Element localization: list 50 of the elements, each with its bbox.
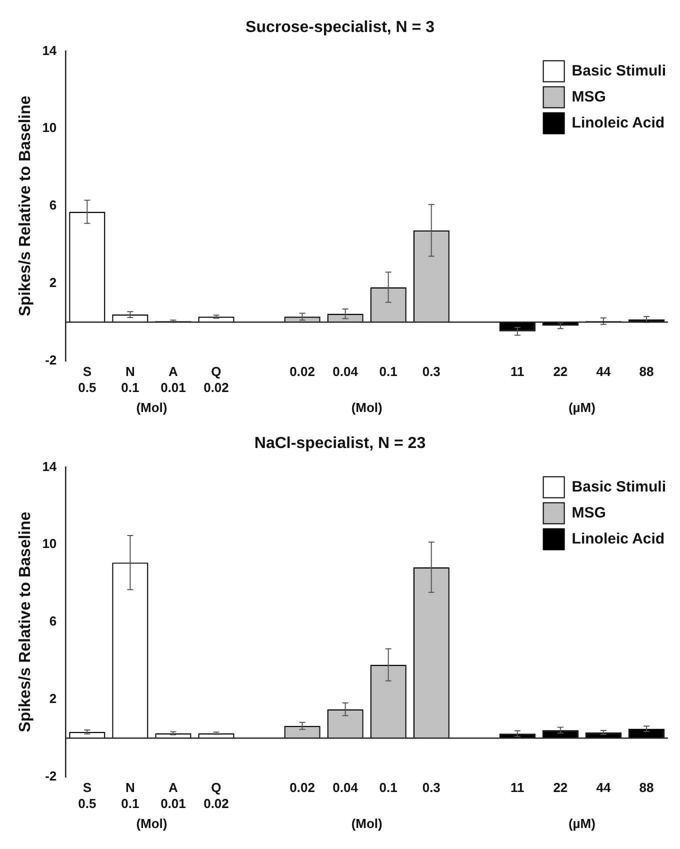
y-tick-label: 10 <box>42 120 57 136</box>
x-tick-label: 22 <box>553 364 568 380</box>
x-tick-label: S 0.5 <box>78 780 96 811</box>
legend-label: Basic Stimuli <box>572 478 666 496</box>
y-tick-label: 14 <box>42 42 58 58</box>
legend-label: Linoleic Acid <box>572 114 665 132</box>
text: (Mol) <box>351 816 382 832</box>
x-tick-label: 11 <box>510 364 524 380</box>
x-tick-label: N 0.1 <box>121 364 140 395</box>
text: (Mol) <box>136 400 168 416</box>
y-tick-label: 2 <box>49 274 57 290</box>
x-tick-label: 22 <box>553 780 568 796</box>
chart-title: Sucrose-specialist, N = 3 <box>246 19 435 36</box>
legend-label: MSG <box>572 504 606 522</box>
x-tick-label: Q 0.02 <box>204 364 229 395</box>
x-tick-label: 11 <box>510 780 524 796</box>
y-tick-label: 6 <box>49 198 57 213</box>
y-tick-label: 14 <box>42 458 58 474</box>
y-axis-title: Spikes/s Relative to Baseline <box>17 512 34 732</box>
y-tick-label: -2 <box>45 768 57 784</box>
x-tick-label: 0.3 <box>422 780 440 796</box>
y-axis-title: Spikes/s Relative to Baseline <box>17 96 34 316</box>
legend-label: Linoleic Acid <box>572 530 665 548</box>
x-tick-label: 44 <box>596 364 612 380</box>
chart-title: NaCl-specialist, N = 23 <box>254 435 426 452</box>
x-tick-label: 44 <box>596 780 612 796</box>
x-tick-label: 88 <box>639 780 654 796</box>
y-tick-label: 10 <box>42 536 57 552</box>
text: (Mol) <box>136 816 168 832</box>
x-tick-label: N 0.1 <box>121 780 140 811</box>
text: (µM) <box>568 400 596 416</box>
x-tick-label: A 0.01 <box>160 364 186 395</box>
x-tick-label: 0.04 <box>332 780 359 796</box>
text: (µM) <box>568 816 596 832</box>
y-tick-label: -2 <box>45 352 57 368</box>
x-tick-label: 0.3 <box>422 364 440 380</box>
x-tick-label: 88 <box>639 364 654 380</box>
x-tick-label: 0.02 <box>290 780 315 796</box>
x-tick-label: 0.1 <box>379 780 398 796</box>
legend-label: MSG <box>572 88 606 106</box>
legend-label: Basic Stimuli <box>572 62 666 80</box>
x-tick-label: S 0.5 <box>78 364 96 395</box>
x-tick-label: A 0.01 <box>160 780 186 811</box>
y-tick-label: 6 <box>49 614 57 629</box>
y-tick-label: 2 <box>49 690 57 706</box>
x-tick-label: 0.04 <box>332 364 359 380</box>
x-tick-label: Q 0.02 <box>204 780 229 811</box>
x-tick-label: 0.1 <box>379 364 398 380</box>
x-tick-label: 0.02 <box>290 364 315 380</box>
text: (Mol) <box>351 400 382 416</box>
